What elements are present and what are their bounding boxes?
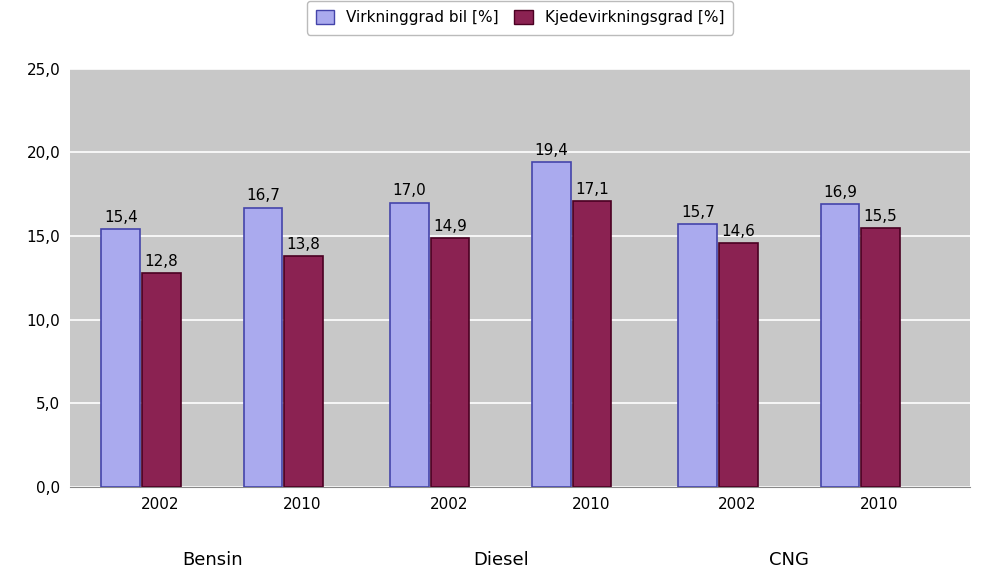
- Text: Bensin: Bensin: [182, 551, 243, 568]
- Bar: [142, 273, 181, 487]
- Text: 15,4: 15,4: [104, 210, 138, 225]
- Bar: [532, 163, 571, 487]
- Text: Diesel: Diesel: [473, 551, 529, 568]
- Bar: [244, 207, 282, 487]
- Text: CNG: CNG: [769, 551, 809, 568]
- Bar: [821, 205, 859, 487]
- Text: 16,7: 16,7: [246, 189, 280, 203]
- Text: 14,6: 14,6: [721, 223, 755, 238]
- Bar: [719, 243, 758, 487]
- Text: 15,5: 15,5: [864, 209, 897, 223]
- Bar: [861, 227, 900, 487]
- Text: 19,4: 19,4: [535, 143, 568, 158]
- Legend: Virkninggrad bil [%], Kjedevirkningsgrad [%]: Virkninggrad bil [%], Kjedevirkningsgrad…: [307, 1, 733, 34]
- Bar: [390, 203, 429, 487]
- Text: 17,0: 17,0: [392, 183, 426, 198]
- Bar: [678, 225, 717, 487]
- Text: 14,9: 14,9: [433, 218, 467, 234]
- Bar: [284, 256, 323, 487]
- Text: 16,9: 16,9: [823, 185, 857, 200]
- Text: 15,7: 15,7: [681, 205, 715, 220]
- Text: 12,8: 12,8: [145, 254, 178, 269]
- Text: 17,1: 17,1: [575, 182, 609, 197]
- Bar: [101, 229, 140, 487]
- Text: 13,8: 13,8: [287, 237, 321, 252]
- Bar: [573, 201, 611, 487]
- Bar: [431, 238, 469, 487]
